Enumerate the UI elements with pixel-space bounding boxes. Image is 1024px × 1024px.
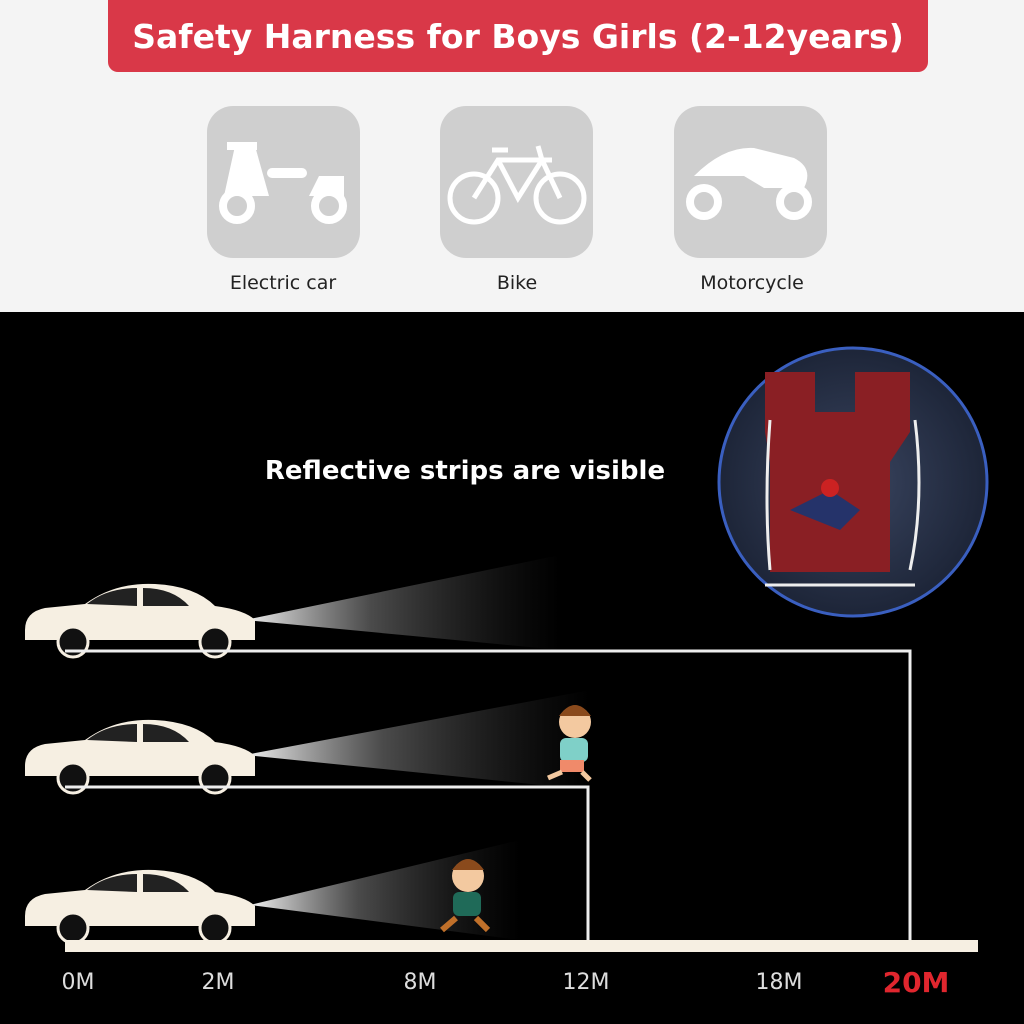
distance-mark: 2M [201, 970, 235, 995]
harness-image [717, 346, 989, 618]
reflective-headline: Reflective strips are visible [264, 456, 666, 486]
car-icon [23, 582, 257, 659]
scooter-icon [207, 106, 360, 258]
ground-bar [65, 940, 978, 952]
headlight-beams [245, 555, 590, 940]
distance-mark: 18M [755, 970, 803, 995]
motorcycle-icon [674, 106, 827, 258]
top-section: Safety Harness for Boys Girls (2-12years… [0, 0, 1024, 312]
distance-mark: 8M [403, 970, 437, 995]
car-icon [23, 718, 257, 795]
distance-diagram [23, 346, 989, 952]
child-icon [547, 705, 592, 782]
distance-mark: 12M [562, 970, 610, 995]
child-icon [440, 859, 491, 933]
distance-lines [65, 649, 912, 940]
bicycle-icon [440, 106, 593, 258]
title-banner: Safety Harness for Boys Girls (2-12years… [108, 0, 928, 72]
vehicle-label: Motorcycle [700, 272, 804, 294]
distance-mark: 0M [61, 970, 95, 995]
vehicle-label: Bike [496, 272, 538, 294]
vehicle-label: Electric car [229, 272, 337, 294]
distance-mark-highlight: 20M [882, 966, 950, 999]
car-icon [23, 868, 257, 945]
title-text: Safety Harness for Boys Girls (2-12years… [132, 16, 904, 56]
